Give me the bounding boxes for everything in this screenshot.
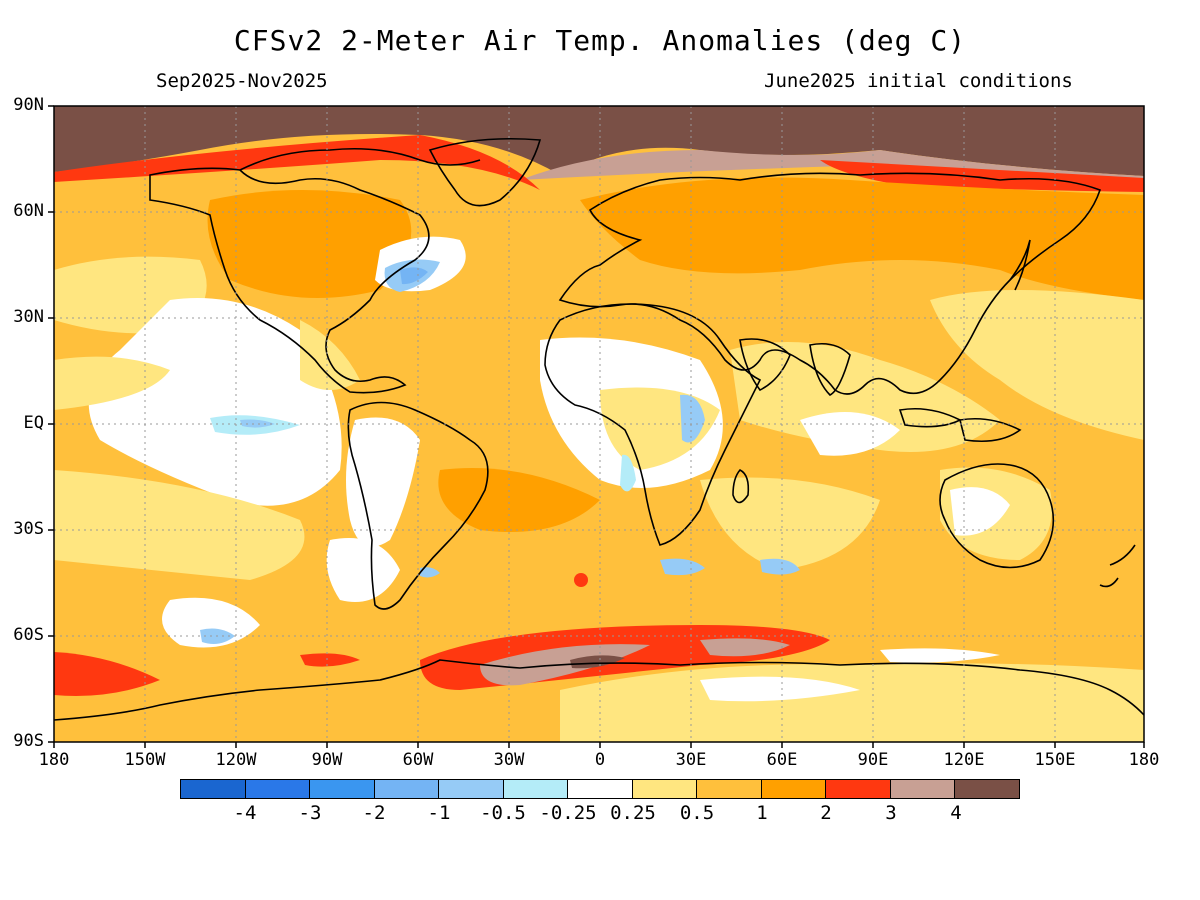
lon-label-0: 0: [594, 750, 606, 770]
colorbar-swatch: [697, 780, 762, 798]
axis-ticks: [48, 105, 1145, 748]
forecast-period: Sep2025-Nov2025: [156, 70, 328, 92]
colorbar-label: -0.25: [539, 802, 597, 824]
lat-label-30n: 30N: [13, 307, 44, 327]
colorbar-swatch: [826, 780, 891, 798]
lat-label-60n: 60N: [13, 201, 44, 221]
colorbar-label: -1: [427, 802, 451, 824]
colorbar-label: 3: [885, 802, 897, 824]
lat-label-90n: 90N: [13, 95, 44, 115]
colorbar-label: 2: [820, 802, 832, 824]
colorbar-label: 0.25: [610, 802, 656, 824]
colorbar-label: -0.5: [480, 802, 526, 824]
colorbar-swatch: [439, 780, 504, 798]
lon-label-60w: 60W: [402, 750, 434, 770]
lat-label-eq: EQ: [23, 413, 44, 433]
colorbar-label: 1: [756, 802, 768, 824]
lon-label-90e: 90E: [857, 750, 889, 770]
lon-label-150e: 150E: [1034, 750, 1076, 770]
lon-label-30w: 30W: [493, 750, 525, 770]
lon-label-120e: 120E: [943, 750, 985, 770]
colorbar: [180, 779, 1020, 799]
colorbar-label: -2: [362, 802, 386, 824]
colorbar-label: 4: [950, 802, 962, 824]
colorbar-swatch: [632, 780, 698, 798]
lon-label-90w: 90W: [311, 750, 343, 770]
colorbar-swatch: [374, 780, 440, 798]
colorbar-swatch: [890, 780, 956, 798]
colorbar-swatch: [955, 780, 1019, 798]
lat-label-90s: 90S: [13, 731, 44, 751]
colorbar-swatch: [568, 780, 633, 798]
colorbar-swatch: [503, 780, 569, 798]
initial-conditions: June2025 initial conditions: [764, 70, 1073, 92]
lon-label-30e: 30E: [675, 750, 707, 770]
colorbar-swatch: [181, 780, 246, 798]
colorbar-label: 0.5: [679, 802, 715, 824]
lat-label-60s: 60S: [13, 625, 44, 645]
lon-label-60e: 60E: [766, 750, 798, 770]
lon-label-150w: 150W: [124, 750, 166, 770]
colorbar-label: -4: [233, 802, 257, 824]
colorbar-swatch: [310, 780, 375, 798]
lon-label-120w: 120W: [215, 750, 257, 770]
lon-label-180w: 180: [38, 750, 70, 770]
lat-label-30s: 30S: [13, 519, 44, 539]
graticule: [54, 106, 1144, 742]
map-title: CFSv2 2-Meter Air Temp. Anomalies (deg C…: [233, 24, 967, 57]
lon-label-180e: 180: [1128, 750, 1160, 770]
colorbar-swatch: [761, 780, 827, 798]
colorbar-label: -3: [298, 802, 322, 824]
colorbar-swatch: [245, 780, 311, 798]
